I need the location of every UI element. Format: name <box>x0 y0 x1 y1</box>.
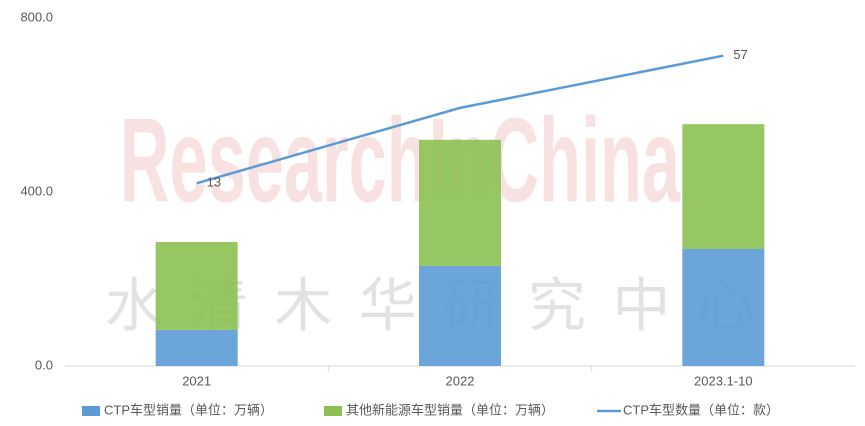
y-tick-label: 400.0 <box>20 183 53 198</box>
legend-label: CTP车型销量（单位：万辆） <box>104 402 273 417</box>
data-label: 13 <box>207 175 221 190</box>
x-tick-label: 2023.1-10 <box>694 373 753 388</box>
legend-label: 其他新能源车型销量（单位：万辆） <box>346 402 554 417</box>
bar <box>155 242 238 330</box>
y-tick-label: 800.0 <box>20 9 53 24</box>
x-tick-label: 2021 <box>182 373 211 388</box>
bar <box>419 139 501 266</box>
legend-swatch <box>324 406 342 416</box>
bar <box>419 265 501 366</box>
y-tick-label: 0.0 <box>35 357 53 372</box>
line <box>196 54 724 185</box>
bar <box>682 124 765 249</box>
data-label: 57 <box>733 47 747 62</box>
watermark: ResearchInChina <box>120 94 681 228</box>
bar <box>682 248 765 366</box>
bar <box>155 329 238 366</box>
legend-swatch <box>82 406 100 416</box>
legend-label: CTP车型数量（单位：款） <box>623 402 779 417</box>
x-tick-label: 2022 <box>446 373 475 388</box>
